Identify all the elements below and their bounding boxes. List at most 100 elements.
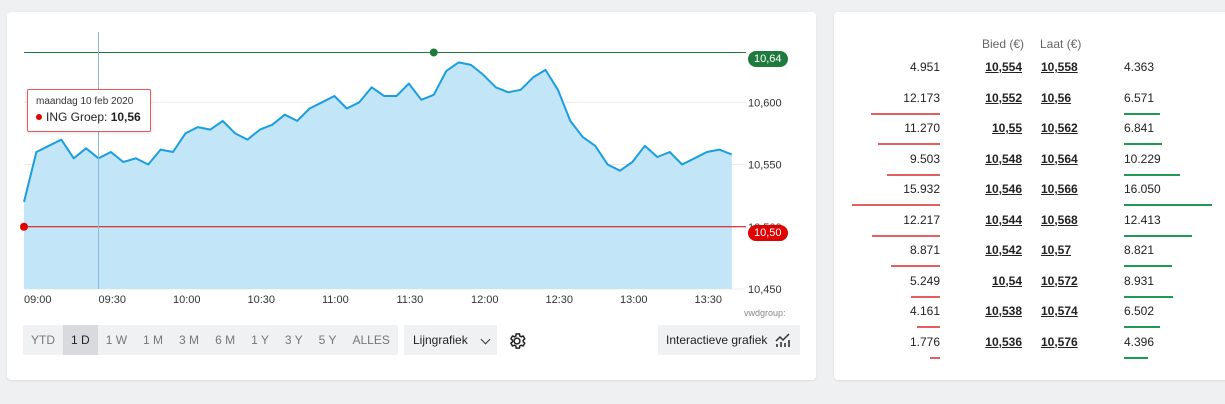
ask-volume-bar [1124,112,1160,115]
range-button[interactable]: 6 M [215,333,236,347]
ask-volume-bar [1124,173,1180,176]
x-tick-label: 09:30 [99,294,127,306]
tooltip-value: 10,56 [110,110,141,124]
ask-volume-bar [1124,356,1148,359]
ask-volume-bar [1124,295,1173,298]
bid-volume-bar [871,112,940,115]
bid-quantity: 11.270 [904,121,940,135]
bid-quantity: 15.932 [903,182,940,196]
bid-volume-bar [887,173,940,176]
range-button[interactable]: 1 M [143,333,164,347]
ask-volume-bar [1124,204,1212,206]
x-tick-label: 09:00 [24,294,52,306]
range-button[interactable]: 3 M [179,333,200,347]
bid-header: Bied (€) [982,37,1025,51]
range-button[interactable]: ALLES [352,333,390,347]
order-book-card: Bied (€) Laat (€) 4.951 10,554 10,558 4.363… [834,12,1225,380]
x-tick-label: 11:00 [322,294,349,306]
ask-volume-bar [1124,265,1172,267]
interactive-chart-label: Interactieve grafiek [666,333,768,347]
ask-quantity: 10.229 [1124,151,1161,166]
ask-volume-bar [1124,143,1162,145]
ask-quantity: 6.571 [1124,90,1155,105]
bid-quantity: 1.776 [909,334,940,349]
range-button[interactable]: 1 Y [251,333,269,347]
y-tick-label: 10,450 [748,284,782,296]
x-tick-label: 13:00 [620,294,648,306]
interactive-chart-button[interactable]: Interactieve grafiek [658,325,800,355]
range-button[interactable]: 1 W [105,333,128,347]
x-tick-label: 10:00 [173,294,201,306]
chart-card: 10,60010,55010,50010,45009:0009:3010:001… [7,12,816,380]
ask-price-link[interactable]: 10,576 [1041,334,1078,349]
price-chart[interactable]: 10,60010,55010,50010,45009:0009:3010:001… [7,12,816,312]
x-tick-label: 10:30 [248,294,276,306]
chart-trend-icon [775,333,790,347]
bid-quantity: 4.161 [909,304,940,318]
range-button[interactable]: YTD [31,333,55,347]
bid-price-link[interactable]: 10,546 [985,182,1022,196]
bid-quantity: 12.217 [903,212,940,227]
series-line [23,61,733,203]
bid-volume-bar [917,326,940,328]
ask-price-link[interactable]: 10,564 [1041,151,1078,166]
tooltip-date: maandag 10 feb 2020 [36,96,134,107]
ask-quantity: 12.413 [1124,212,1161,227]
bid-volume-bar [911,295,940,298]
bid-price-link[interactable]: 10,538 [985,304,1022,318]
ask-quantity: 8.821 [1124,243,1155,257]
x-tick-label: 13:30 [695,294,723,306]
bid-volume-bar [872,234,940,237]
x-tick-label: 12:30 [546,294,574,306]
y-tick-label: 10,550 [748,160,782,172]
data-source: vwdgroup: [744,308,786,318]
ask-price-link[interactable]: 10,566 [1041,182,1078,196]
series-area [24,62,732,290]
bid-price-link[interactable]: 10,536 [985,334,1022,349]
bid-price-link[interactable]: 10,542 [985,243,1022,257]
ask-price-link[interactable]: 10,562 [1041,121,1078,135]
x-tick-label: 12:00 [471,294,499,306]
ask-price-link[interactable]: 10,558 [1041,60,1078,74]
ask-quantity: 8.931 [1124,273,1155,288]
range-button[interactable]: 3 Y [284,333,303,347]
bid-price-link[interactable]: 10,55 [991,121,1022,135]
ask-price-link[interactable]: 10,56 [1041,90,1072,105]
bid-volume-bar [852,204,940,206]
chevron-down-icon [480,334,491,345]
bid-quantity: 12.173 [903,90,940,105]
ask-price-link[interactable]: 10,572 [1041,273,1078,288]
bid-price-link[interactable]: 10,544 [985,212,1022,227]
ask-volume-bar [1124,234,1192,237]
ask-price-link[interactable]: 10,57 [1041,243,1072,257]
high-badge: 10,64 [748,51,788,67]
bid-volume-bar [878,143,940,145]
tooltip-series-name: ING Groep: [46,110,108,124]
chart-type-label: Lijngrafiek [413,333,468,347]
ask-quantity: 6.502 [1124,304,1155,318]
low-badge: 10,50 [748,225,788,241]
y-tick-label: 10,600 [748,97,782,109]
range-button[interactable]: 1 D [63,325,98,355]
series-dot-icon [36,114,42,120]
bid-quantity: 8.871 [909,243,940,257]
bid-quantity: 5.249 [909,273,940,288]
chart-tooltip: maandag 10 feb 2020 ING Groep: 10,56 [27,89,151,132]
ask-price-link[interactable]: 10,574 [1041,304,1078,318]
ask-volume-bar [1124,326,1160,328]
x-tick-label: 11:30 [397,294,424,306]
ask-price-link[interactable]: 10,568 [1041,212,1078,227]
range-button[interactable]: 5 Y [318,333,337,347]
bid-price-link[interactable]: 10,548 [985,151,1022,166]
bid-price-link[interactable]: 10,54 [991,273,1022,288]
bid-price-link[interactable]: 10,554 [985,60,1022,74]
range-selector: YTD 1 D 1 W 1 M 3 M 6 M 1 Y 3 Y 5 Y ALLES [23,325,398,355]
bid-volume-bar [930,356,940,359]
ask-quantity: 4.396 [1124,334,1155,349]
gear-icon[interactable] [507,331,527,351]
bid-price-link[interactable]: 10,552 [985,90,1022,105]
bid-quantity: 9.503 [909,151,940,166]
low-marker [20,222,28,231]
bid-volume-bar [891,265,940,267]
chart-type-select[interactable]: Lijngrafiek [404,325,497,355]
